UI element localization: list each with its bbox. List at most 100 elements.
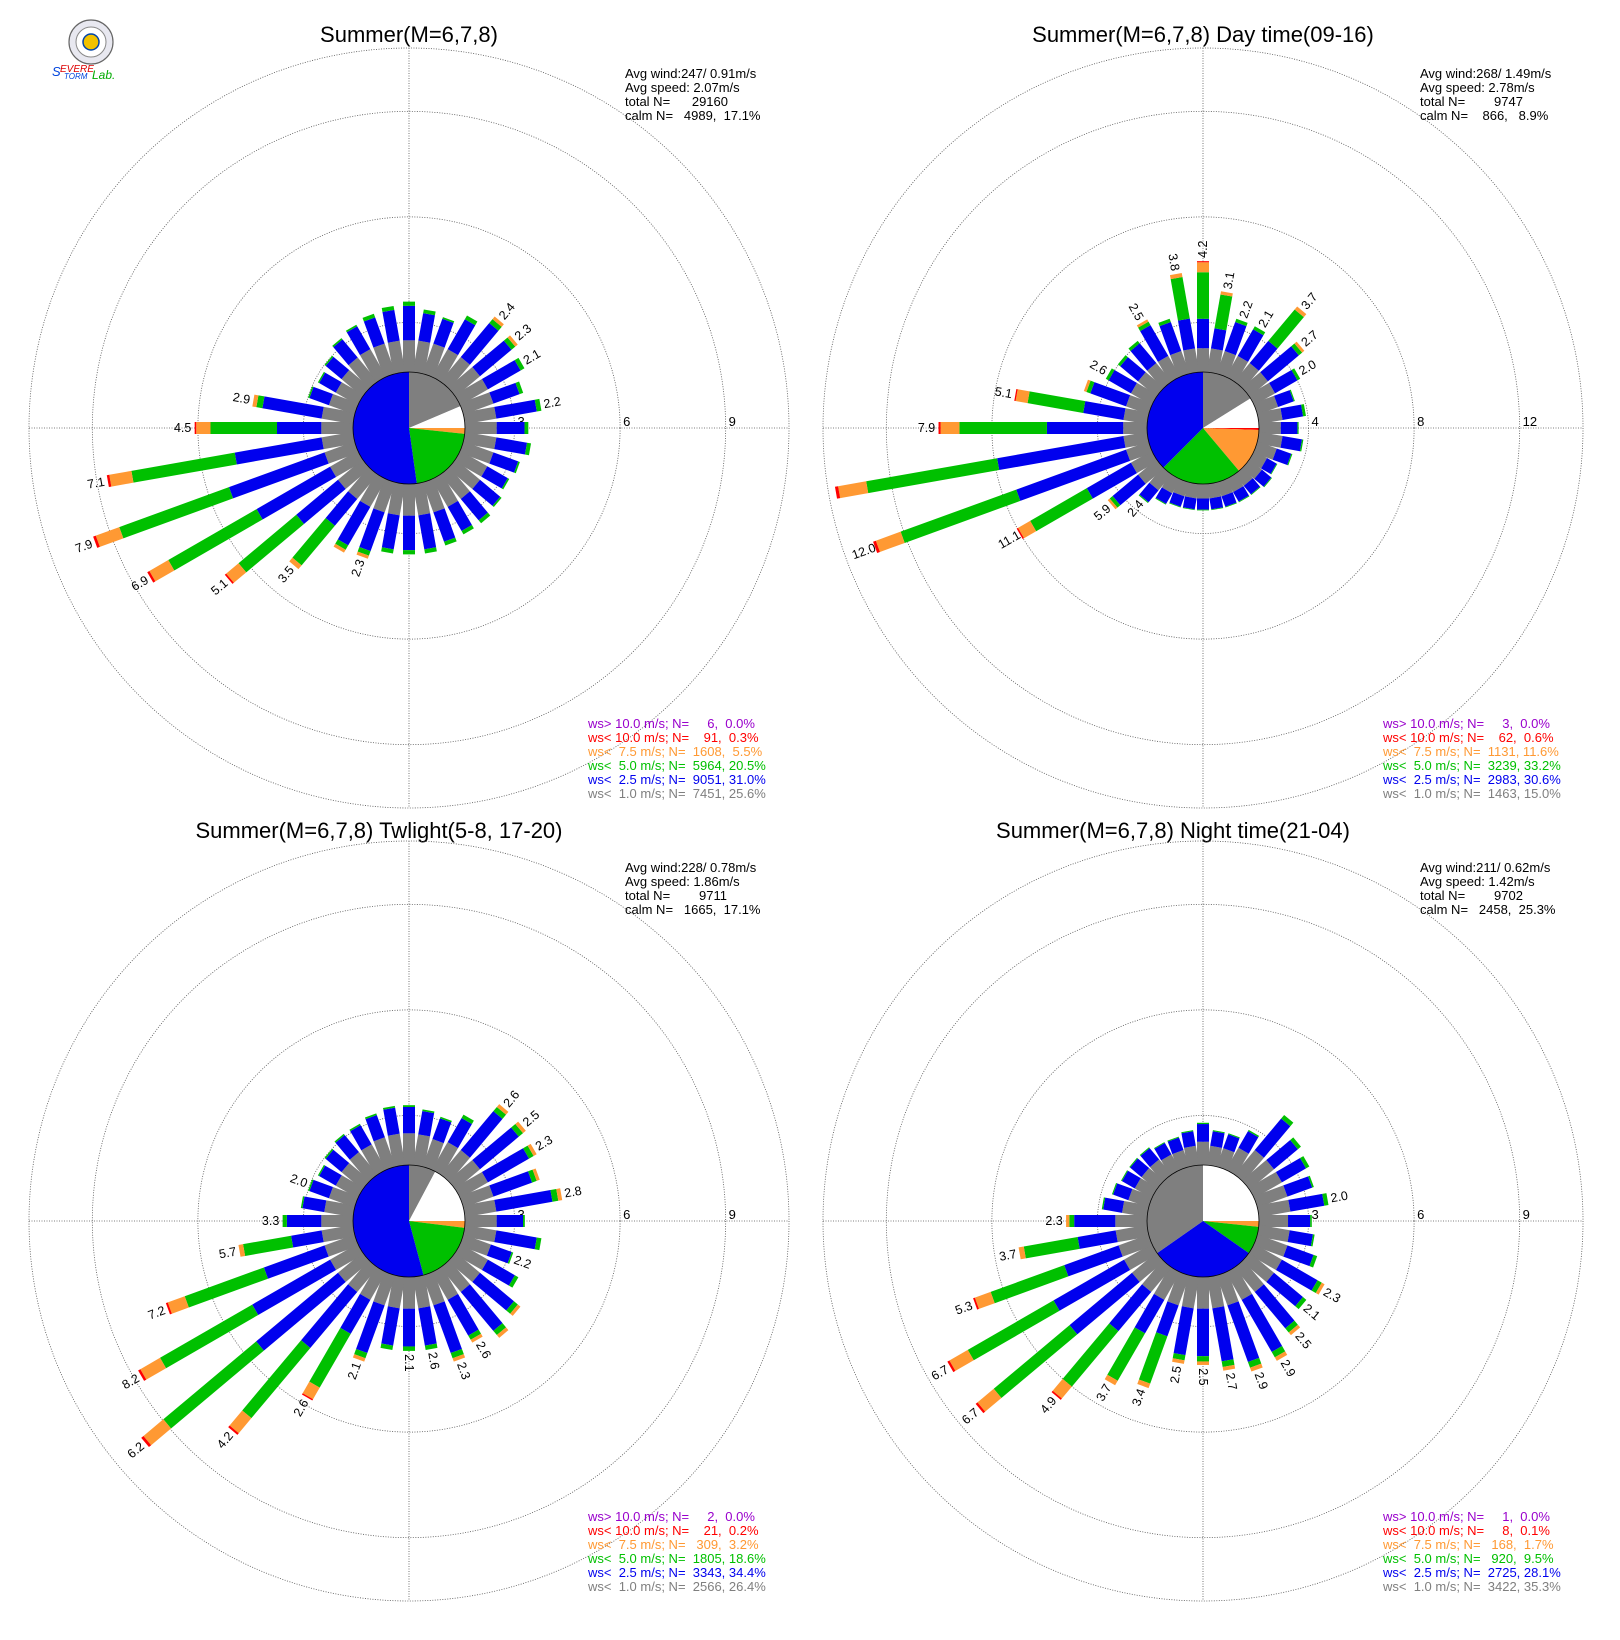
- windrose-panel-2-bar-seg-calm: [1126, 395, 1153, 415]
- windrose-panel-1-bar-seg-ws_lt_10_0: [147, 570, 156, 583]
- windrose-panel-3-bar-seg-ws_lt_2_5: [302, 1196, 327, 1213]
- windrose-panel-1-bar-label: 7.9: [73, 537, 94, 556]
- windrose-panel-1-bar-seg-calm: [440, 467, 470, 500]
- windrose-panel-4-bar-seg-calm: [1242, 1160, 1275, 1190]
- windrose-panel-1-bar-180: [403, 484, 415, 555]
- windrose-panel-1-bar-label: 2.3: [349, 557, 368, 578]
- windrose-panel-3-bar-340: [364, 1113, 396, 1171]
- windrose-panel-1-bar-220: [289, 467, 378, 570]
- windrose-panel-3-bar-seg-ws_lt_5_0: [382, 1105, 396, 1110]
- windrose-panel-3-bar-label: 2.0: [288, 1171, 309, 1190]
- windrose-panel-4-bar-seg-ws_lt_7_5: [1137, 1379, 1151, 1389]
- windrose-panel-2-bar-seg-ws_lt_7_5: [1136, 319, 1149, 328]
- windrose-panel-1-bar-seg-ws_lt_2_5: [333, 339, 358, 366]
- windrose-panel-3-bar-seg-calm: [341, 1162, 370, 1190]
- windrose-panel-3-bar-label: 2.8: [563, 1184, 583, 1201]
- windrose-panel-2-bar-seg-ws_lt_2_5: [1274, 390, 1294, 408]
- windrose-panel-4-bar-350: [1181, 1130, 1200, 1167]
- windrose-panel-1-bar-seg-calm: [448, 459, 481, 489]
- windrose-panel-4-bar-seg-calm: [1118, 1234, 1153, 1257]
- windrose-panel-1-bar-seg-ws_lt_2_5: [489, 382, 520, 404]
- windrose-panel-1-bar-seg-calm: [348, 467, 378, 500]
- windrose-panel-1-bar-seg-ws_lt_2_5: [494, 437, 528, 455]
- windrose-panel-1-bar-260: [106, 431, 355, 488]
- windrose-panel-1-bar-seg-calm: [454, 378, 488, 406]
- windrose-panel-1-bar-50: [448, 335, 518, 397]
- windrose-panel-4-bar-label: 2.7: [1223, 1372, 1240, 1392]
- windrose-panel-1-bar-seg-calm: [403, 484, 415, 516]
- windrose-panel-4-bar-label: 3.7: [998, 1247, 1018, 1264]
- windrose-panel-4-bar-seg-calm: [1206, 1145, 1222, 1167]
- windrose-panel-3-bar-260: [238, 1224, 355, 1257]
- windrose-panel-4-bar-seg-ws_lt_5_0: [1107, 1327, 1146, 1381]
- windrose-panel-2-bar-seg-calm: [1216, 478, 1233, 497]
- windrose-panel-4-bar-seg-calm: [1184, 1145, 1200, 1167]
- windrose-panel-4-bar-seg-ws_lt_5_0: [1281, 1114, 1294, 1127]
- windrose-panel-3: Summer(M=6,7,8) Twlight(5-8, 17-20) 3 6 9 2.…: [28, 818, 790, 1602]
- windrose-panel-4-bar-label: 2.0: [1329, 1189, 1349, 1206]
- windrose-panel-1-bar-seg-ws_lt_7_5: [333, 543, 346, 553]
- windrose-panel-2-bar-170: [1206, 482, 1224, 511]
- windrose-panel-2-legend-item: ws< 5.0 m/s; N= 3239, 33.2%: [1382, 758, 1561, 773]
- windrose-panel-2-bar-seg-calm: [1197, 484, 1209, 499]
- windrose-panel-2-bar-200: [1169, 478, 1190, 508]
- windrose-panel-2-calm-sector-grey: [1203, 372, 1251, 428]
- windrose-panel-1-bar-70: [459, 381, 524, 415]
- windrose-panel-1-bar-seg-ws_lt_2_5: [262, 396, 324, 419]
- windrose-panel-4-calm-pie: [1146, 1164, 1260, 1278]
- windrose-panel-2-bar-seg-ws_lt_2_5: [1086, 462, 1137, 499]
- windrose-panel-3-bar-seg-calm: [321, 1215, 354, 1227]
- windrose-panel-4-bar-seg-calm: [1248, 1171, 1282, 1199]
- windrose-panel-3-bar-seg-ws_lt_2_5: [403, 1106, 415, 1134]
- windrose-panel-4-bar-30: [1225, 1129, 1260, 1176]
- windrose-panel-4-bar-seg-calm: [1234, 1260, 1264, 1293]
- windrose-panel-2-bar-seg-ws_lt_10_0: [1197, 261, 1209, 263]
- windrose-panel-1-bar-seg-ws_lt_7_5: [507, 335, 518, 347]
- windrose-panel-3-bar-seg-ws_lt_10_0: [138, 1369, 147, 1381]
- windrose-panel-2-bar-270: [938, 422, 1147, 434]
- windrose-panel-1-bar-label: 2.2: [542, 394, 562, 411]
- windrose-panel-3-bar-seg-calm: [412, 1275, 431, 1309]
- svg-text:Lab.: Lab.: [92, 68, 115, 82]
- windrose-panel-3-bar-seg-ws_lt_5_0: [506, 1301, 518, 1314]
- windrose-panel-4-bar-seg-ws_lt_2_5: [1109, 1284, 1152, 1332]
- windrose-panel-2-bar-seg-calm: [1259, 422, 1281, 434]
- windrose-panel-2-bar-120: [1248, 450, 1278, 475]
- windrose-panel-1-bar-310: [324, 355, 370, 397]
- windrose-panel-4-bar-label: 3.4: [1129, 1387, 1148, 1408]
- windrose-panel-3-bar-seg-ws_lt_5_0: [523, 1215, 525, 1227]
- windrose-panel-2-bar-seg-ws_lt_5_0: [1086, 380, 1095, 394]
- windrose-panel-4-bar-seg-ws_lt_2_5: [1134, 1293, 1165, 1334]
- windrose-panel-1-stat-line: Avg speed: 2.07m/s: [625, 80, 740, 95]
- windrose-panel-4-bar-seg-ws_lt_10_0: [947, 1360, 956, 1373]
- windrose-panel-2-bar-seg-ws_lt_2_5: [1140, 325, 1169, 362]
- windrose-panel-1-bar-seg-ws_lt_5_0: [335, 539, 349, 550]
- windrose-panel-2-bar-350: [1169, 273, 1200, 374]
- windrose-panel-3-bar-seg-ws_lt_7_5: [532, 1168, 540, 1181]
- windrose-panel-1-bar-seg-ws_lt_5_0: [501, 478, 510, 490]
- windrose-panel-2-bar-320: [1128, 340, 1172, 389]
- windrose-panel-3-bar-seg-ws_lt_5_0: [493, 1106, 507, 1119]
- windrose-panel-2-bar-seg-ws_lt_5_0: [1268, 309, 1304, 349]
- windrose-panel-3-bar-210: [301, 1266, 387, 1401]
- windrose-panel-2-bar-seg-ws_lt_2_5: [1177, 318, 1196, 351]
- windrose-panel-1-bar-300: [317, 371, 364, 406]
- windrose-panel-1-bar-seg-ws_lt_2_5: [460, 323, 499, 365]
- windrose-panel-2-bar-110: [1253, 441, 1293, 466]
- windrose-panel-4-bar-seg-calm: [1248, 1243, 1282, 1271]
- windrose-panel-3-bar-seg-ws_lt_2_5: [383, 1107, 400, 1136]
- windrose-panel-1-bar-seg-ws_lt_5_0: [464, 315, 478, 326]
- windrose-panel-4-bar-seg-calm: [1142, 1260, 1172, 1293]
- windrose-panel-2-bar-seg-ws_lt_5_0: [1289, 389, 1295, 402]
- windrose-panel-2-bar-label: 2.2: [1237, 299, 1256, 320]
- windrose-panel-1-bar-seg-ws_lt_5_0: [332, 338, 343, 348]
- windrose-panel-4-bar-seg-ws_lt_5_0: [1121, 1170, 1128, 1182]
- windrose-panel-2-bar-seg-ws_lt_5_0: [1109, 496, 1121, 508]
- windrose-panel-4-bar-40: [1234, 1114, 1294, 1182]
- windrose-panel-3-bar-seg-ws_lt_2_5: [460, 1284, 503, 1331]
- windrose-panel-1-bar-seg-ws_lt_2_5: [359, 508, 385, 552]
- windrose-panel-1-bar-170: [412, 482, 437, 554]
- windrose-panel-1-bar-seg-calm: [431, 473, 459, 507]
- windrose-panel-3-calm-sector-grey: [409, 1165, 436, 1221]
